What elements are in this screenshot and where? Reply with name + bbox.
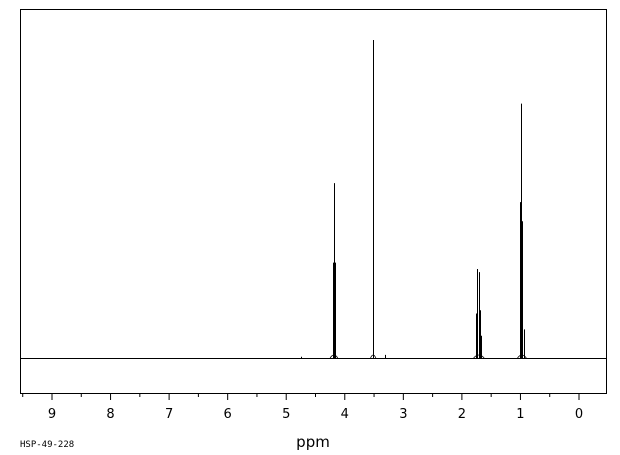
x-tick-label: 5 xyxy=(282,407,290,422)
spectrum-trace xyxy=(20,40,606,359)
x-tick-label: 0 xyxy=(575,407,583,422)
peak-base-bump xyxy=(370,354,377,359)
x-tick-label: 9 xyxy=(48,407,56,422)
peak-base-bump xyxy=(329,354,339,359)
x-tick-label: 8 xyxy=(106,407,114,422)
peak-base-bump xyxy=(473,354,485,359)
spectrum-code-label: HSP-49-228 xyxy=(20,440,74,450)
x-tick-label: 4 xyxy=(341,407,349,422)
x-tick-label: 6 xyxy=(224,407,232,422)
x-tick-label: 7 xyxy=(165,407,173,422)
x-tick-label: 3 xyxy=(399,407,407,422)
x-axis-tick-labels: 9 8 7 6 5 4 3 2 1 0 xyxy=(48,407,583,422)
x-axis-ticks xyxy=(22,393,580,400)
plot-frame xyxy=(20,9,607,394)
x-tick-label: 2 xyxy=(458,407,466,422)
peak-base-bump xyxy=(517,354,527,359)
x-tick-label: 1 xyxy=(516,407,524,422)
x-axis-label: ppm xyxy=(296,433,330,451)
